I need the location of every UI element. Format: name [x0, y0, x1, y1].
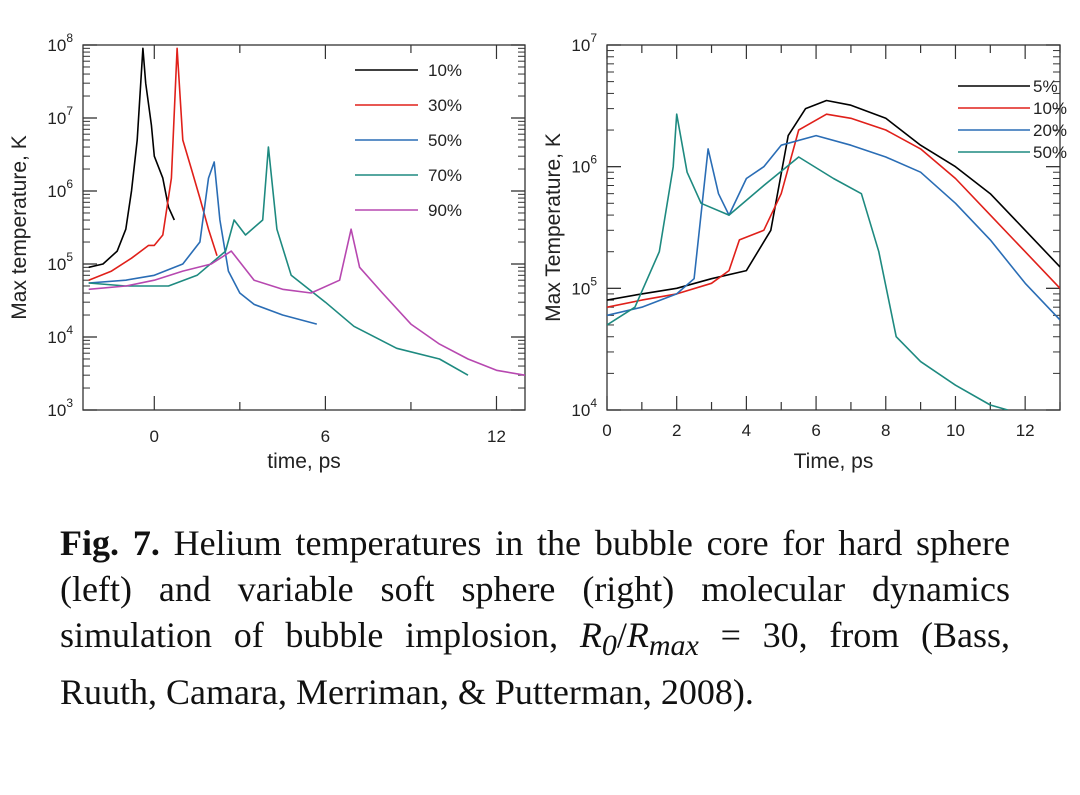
legend-label-right-1: 10% [1033, 99, 1067, 118]
y-tick-exponent-right: 6 [590, 153, 597, 167]
caption-slash: / [616, 615, 627, 655]
y-tick-exponent-left: 6 [66, 177, 73, 191]
series-line-left-2 [88, 161, 318, 325]
series-group-right [607, 99, 1060, 410]
y-tick-label-left: 105 [47, 250, 73, 274]
caption-rmax: Rmax [626, 615, 699, 662]
legend-label-right-3: 50% [1033, 143, 1067, 162]
y-tick-exponent-left: 4 [66, 323, 73, 337]
x-tick-label-left: 0 [150, 427, 159, 446]
legend-label-left-2: 50% [428, 131, 462, 150]
y-tick-label-right: 104 [571, 396, 597, 420]
x-tick-label-right: 4 [742, 421, 751, 440]
y-tick-exponent-right: 7 [590, 31, 597, 45]
y-tick-label-left: 107 [47, 104, 73, 128]
caption-text-after: = 30, from (Bass, Ruuth, Camara, Merrima… [60, 615, 1011, 713]
caption-r0-sub: 0 [601, 629, 617, 663]
caption-text-before: Helium temperatures in the bubble core f… [60, 523, 1010, 655]
y-tick-label-right: 106 [571, 153, 597, 177]
legend-label-left-3: 70% [428, 166, 462, 185]
x-tick-label-right: 2 [672, 421, 681, 440]
y-tick-label-left: 103 [47, 396, 73, 420]
y-axis-label-right: Max Temperature, K [542, 133, 565, 322]
legend-label-left-1: 30% [428, 96, 462, 115]
x-tick-label-right: 8 [881, 421, 890, 440]
series-line-left-4 [88, 228, 525, 376]
series-line-right-2 [607, 134, 1060, 321]
legend-label-left-0: 10% [428, 61, 462, 80]
series-group-left [88, 47, 525, 376]
caption-r0: R0 [579, 615, 617, 662]
figure-caption: Fig. 7. Helium temperatures in the bubbl… [60, 520, 1010, 715]
x-tick-label-right: 10 [946, 421, 965, 440]
y-tick-label-right: 105 [571, 274, 597, 298]
caption-fig-label: Fig. 7. [60, 523, 160, 563]
caption-rmax-sub: max [648, 629, 699, 663]
y-tick-exponent-left: 5 [66, 250, 73, 264]
series-line-right-3 [607, 113, 1008, 410]
y-tick-label-left: 104 [47, 323, 73, 347]
x-tick-label-right: 6 [811, 421, 820, 440]
plot-frame-right [606, 44, 1061, 411]
x-axis-label-right: Time, ps [794, 450, 874, 473]
y-tick-label-right: 107 [571, 31, 597, 55]
y-tick-label-left: 106 [47, 177, 73, 201]
legend-label-right-2: 20% [1033, 121, 1067, 140]
x-tick-label-left: 6 [321, 427, 330, 446]
chart-right: 104 105 106 107 0 2 4 6 8 10 12 Time, ps Max Tempera… [542, 31, 1067, 473]
legend-label-left-4: 90% [428, 201, 462, 220]
x-tick-label-right: 12 [1016, 421, 1035, 440]
series-line-right-1 [607, 113, 1060, 308]
x-tick-label-right: 0 [602, 421, 611, 440]
x-axis-label-left: time, ps [267, 450, 341, 473]
series-line-left-0 [88, 47, 176, 269]
y-tick-exponent-left: 7 [66, 104, 73, 118]
caption-rmax-letter: R [626, 615, 649, 655]
y-tick-exponent-right: 5 [590, 274, 597, 288]
y-tick-exponent-left: 3 [66, 396, 73, 410]
series-line-left-3 [88, 146, 469, 376]
plot-frame-left [82, 44, 526, 411]
series-line-left-1 [88, 47, 218, 281]
y-tick-exponent-left: 8 [66, 31, 73, 45]
series-line-right-0 [607, 99, 1060, 301]
y-tick-exponent-right: 4 [590, 396, 597, 410]
chart-left: 103 104 105 106 107 108 0 6 12 time, ps Max temper… [8, 31, 526, 473]
y-axis-label-left: Max temperature, K [8, 135, 31, 319]
y-tick-label-left: 108 [47, 31, 73, 55]
legend-label-right-0: 5% [1033, 77, 1058, 96]
caption-r0-letter: R [579, 615, 602, 655]
x-tick-label-left: 12 [487, 427, 506, 446]
